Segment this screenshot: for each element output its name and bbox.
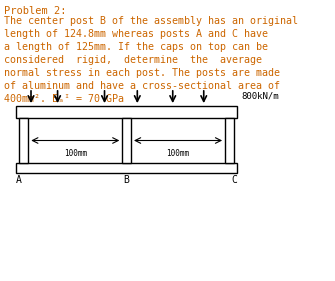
Text: a length of 125mm. If the caps on top can be: a length of 125mm. If the caps on top ca… [4,42,268,52]
Bar [16,106,238,118]
Text: normal stress in each post. The posts are made: normal stress in each post. The posts ar… [4,68,280,78]
Text: A: A [16,175,21,185]
Text: length of 124.8mm whereas posts A and C have: length of 124.8mm whereas posts A and C … [4,29,268,39]
Text: of aluminum and have a cross-sectional area of: of aluminum and have a cross-sectional a… [4,81,280,91]
Text: Problem 2:: Problem 2: [4,6,67,16]
Text: The center post B of the assembly has an original: The center post B of the assembly has an… [4,16,298,26]
Bar [19,118,28,163]
Bar [225,118,234,163]
Text: 100mm: 100mm [64,148,87,157]
Text: C: C [232,175,238,185]
Text: 800kN/m: 800kN/m [242,92,279,101]
Text: considered  rigid,  determine  the  average: considered rigid, determine the average [4,55,262,65]
Text: B: B [124,175,130,185]
Bar [122,118,131,163]
Text: 400mm². Eₐᴵ = 70 GPa: 400mm². Eₐᴵ = 70 GPa [4,94,124,104]
Bar [16,163,238,173]
Text: 100mm: 100mm [166,148,190,157]
